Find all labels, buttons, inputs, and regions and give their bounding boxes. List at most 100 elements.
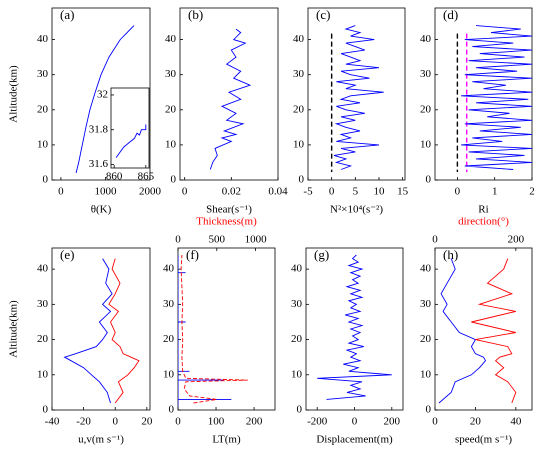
profile-line — [461, 25, 532, 170]
y-axis-label: Altitude(km) — [8, 65, 20, 123]
inset-y-tick-label: 32 — [97, 88, 108, 100]
profile-line — [63, 258, 113, 404]
y-tick-label: 30 — [420, 298, 432, 310]
y-tick-label: 40 — [165, 33, 177, 45]
x-tick-label: 0.04 — [268, 186, 288, 198]
y-tick-label: 40 — [163, 263, 175, 275]
x-tick-label: 20 — [470, 416, 482, 428]
y-tick-label: 30 — [163, 298, 175, 310]
panel-label: (a) — [60, 7, 74, 22]
y-tick-label: 30 — [293, 68, 305, 80]
x2-axis-label: direction(°) — [458, 216, 509, 228]
x-tick-label: 0 — [455, 186, 461, 198]
inset-y-tick-label: 31.6 — [89, 158, 109, 170]
y-tick-label: 20 — [293, 103, 305, 115]
y-tick-label: 0 — [43, 174, 49, 186]
y-tick-label: 40 — [293, 33, 305, 45]
x-tick-label: 2000 — [139, 186, 162, 198]
y-tick-label: 10 — [165, 138, 177, 150]
plot-box — [177, 247, 276, 411]
x-tick-label: 0 — [112, 416, 118, 428]
y-tick-label: 0 — [297, 404, 303, 416]
x-tick-label: 0.02 — [222, 186, 241, 198]
y-tick-label: 40 — [37, 33, 49, 45]
x-axis-label: Ri — [478, 204, 488, 216]
x-tick-label: -40 — [45, 416, 60, 428]
x-tick-label: 200 — [384, 416, 401, 428]
plot-box — [305, 247, 404, 411]
profile-line — [180, 254, 248, 404]
x2-tick-label: 500 — [209, 234, 226, 246]
y-tick-label: 30 — [291, 298, 303, 310]
panel-label: (f) — [186, 247, 199, 262]
y-tick-label: 40 — [291, 263, 303, 275]
x-tick-label: 100 — [208, 416, 225, 428]
plot-box — [179, 7, 279, 181]
y-tick-label: 0 — [299, 174, 305, 186]
x-tick-label: 0 — [58, 186, 64, 198]
x-axis-label: θ(K) — [91, 204, 112, 216]
x-tick-label: 5 — [353, 186, 359, 198]
panel-label: (h) — [443, 247, 458, 262]
profile-line — [75, 25, 135, 174]
profile-line — [471, 258, 517, 404]
panel-label: (g) — [314, 247, 329, 262]
x-tick-label: 0 — [432, 416, 438, 428]
profile-line — [108, 258, 140, 404]
x-tick-label: 10 — [373, 186, 385, 198]
y-tick-label: 40 — [420, 263, 432, 275]
panel-label: (b) — [188, 7, 203, 22]
x-tick-label: 15 — [397, 186, 409, 198]
y-tick-label: 30 — [37, 68, 49, 80]
y-tick-label: 20 — [37, 103, 49, 115]
y-tick-label: 0 — [169, 404, 175, 416]
y-tick-label: 10 — [163, 368, 175, 380]
y-tick-label: 0 — [426, 174, 432, 186]
x2-tick-label: 0 — [175, 234, 181, 246]
y-tick-label: 30 — [420, 68, 432, 80]
x-tick-label: 0 — [329, 186, 335, 198]
x2-axis-label: Thickness(m) — [196, 216, 257, 228]
x-tick-label: 40 — [510, 416, 522, 428]
y-axis-label: Altitude(km) — [8, 300, 20, 358]
plot-box — [307, 7, 406, 181]
plot-box — [434, 7, 533, 181]
x-axis-label: N²×10⁴(s⁻²) — [330, 204, 383, 216]
y-tick-label: 20 — [291, 333, 303, 345]
y-tick-label: 0 — [43, 404, 49, 416]
x-tick-label: 1 — [492, 186, 498, 198]
panel-label: (d) — [443, 7, 458, 22]
panel-label: (c) — [316, 7, 330, 22]
y-tick-label: 10 — [293, 138, 305, 150]
x-tick-label: 2 — [529, 186, 535, 198]
x-tick-label: 1000 — [94, 186, 117, 198]
x2-tick-label: 200 — [508, 234, 525, 246]
x-tick-label: 0 — [182, 186, 188, 198]
x-axis-label: Shear(s⁻¹) — [206, 204, 252, 216]
y-tick-label: 0 — [426, 404, 432, 416]
x2-tick-label: 0 — [432, 234, 438, 246]
y-tick-label: 20 — [165, 103, 177, 115]
profile-line — [178, 255, 232, 407]
inset-y-tick-label: 31.8 — [89, 123, 109, 135]
plot-box — [434, 247, 533, 411]
x-axis-label: Displacement(m) — [316, 434, 393, 446]
y-tick-label: 40 — [37, 263, 49, 275]
profile-line — [438, 258, 487, 404]
y-tick-label: 10 — [291, 368, 303, 380]
y-tick-label: 20 — [420, 333, 432, 345]
panel-label: (e) — [60, 247, 74, 262]
x-tick-label: -200 — [307, 416, 328, 428]
x-tick-label: 0 — [175, 416, 181, 428]
plot-box — [51, 247, 151, 411]
inset-x-tick-label: 860 — [106, 171, 123, 183]
y-tick-label: 40 — [420, 33, 432, 45]
y-tick-label: 30 — [165, 68, 177, 80]
profile-line — [115, 124, 147, 158]
y-tick-label: 10 — [420, 138, 432, 150]
inset-x-tick-label: 865 — [138, 171, 155, 183]
profile-line — [209, 28, 252, 170]
x2-tick-label: 1000 — [245, 234, 268, 246]
y-tick-label: 30 — [37, 298, 49, 310]
